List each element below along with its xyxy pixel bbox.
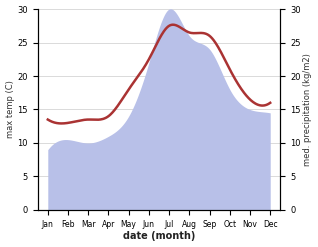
- X-axis label: date (month): date (month): [123, 231, 195, 242]
- Y-axis label: max temp (C): max temp (C): [5, 81, 15, 138]
- Y-axis label: med. precipitation (kg/m2): med. precipitation (kg/m2): [303, 53, 313, 166]
